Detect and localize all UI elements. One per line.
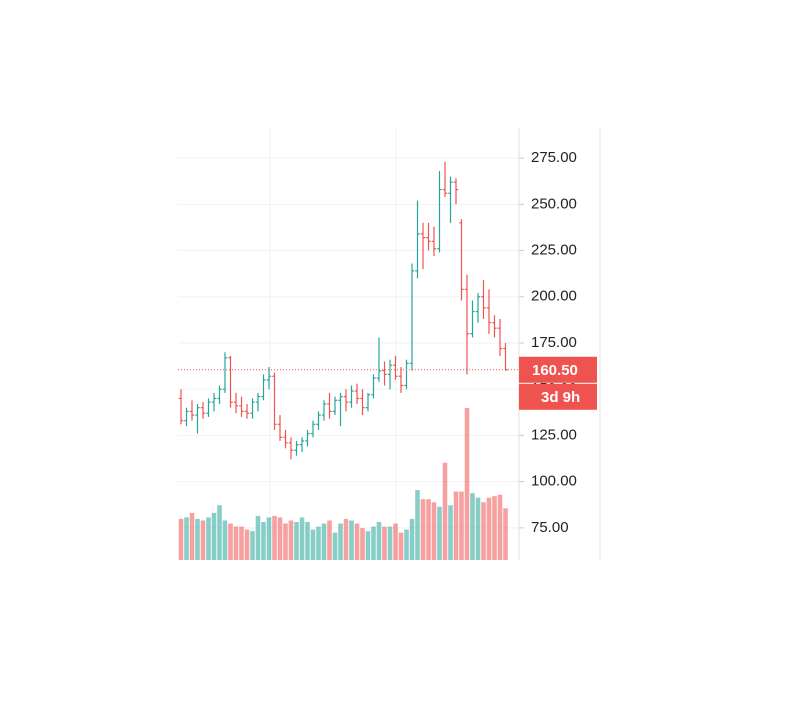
volume-bar: [398, 532, 404, 560]
volume-bar: [283, 523, 288, 560]
volume-bar: [305, 522, 310, 560]
y-tick-label: 200.00: [531, 288, 577, 305]
volume-bar: [376, 522, 382, 560]
volume-bar: [360, 528, 365, 560]
volume-bar: [233, 526, 239, 560]
volume-bar: [228, 523, 233, 560]
volume-bar: [321, 523, 327, 560]
volume-bar: [486, 497, 492, 560]
volume-bar: [442, 462, 448, 560]
volume-bar: [294, 522, 299, 560]
volume-bar: [327, 520, 332, 560]
volume-bar: [195, 518, 200, 560]
y-tick-label: 100.00: [531, 473, 577, 490]
y-tick-label: 275.00: [531, 149, 577, 166]
volume-bar: [211, 512, 217, 560]
volume-bar: [431, 502, 437, 560]
volume-bar: [277, 517, 283, 560]
volume-bar: [420, 499, 426, 560]
grid: [178, 157, 519, 529]
volume-bar: [354, 523, 360, 560]
volume-bar: [459, 491, 464, 560]
volume-bar: [481, 502, 486, 560]
volume-bar: [492, 496, 497, 560]
volume-bar: [404, 529, 409, 560]
y-tick-label: 75.00: [531, 519, 569, 536]
price-pane: [178, 161, 508, 460]
volume-bar: [250, 531, 255, 560]
volume-pane: [178, 408, 508, 560]
volume-bar: [332, 532, 338, 560]
volume-bar: [448, 505, 453, 560]
last-price-label: 160.50: [532, 362, 578, 379]
volume-bar: [206, 517, 211, 560]
volume-bar: [415, 490, 420, 560]
volume-bar: [288, 520, 294, 560]
volume-bar: [470, 493, 475, 560]
volume-bar: [255, 515, 261, 560]
volume-bar: [393, 523, 398, 560]
volume-bar: [475, 497, 481, 560]
volume-bar: [266, 517, 272, 560]
volume-bar: [178, 518, 184, 560]
volume-bar: [217, 505, 222, 560]
volume-bar: [387, 526, 393, 560]
volume-bar: [343, 518, 349, 560]
volume-bar: [200, 520, 206, 560]
volume-bar: [184, 517, 189, 560]
volume-bar: [371, 526, 376, 560]
countdown-label: 3d 9h: [541, 389, 580, 406]
volume-bar: [426, 499, 431, 560]
y-tick-label: 225.00: [531, 242, 577, 259]
volume-bar: [503, 508, 508, 560]
last-price-tag: [519, 356, 597, 383]
volume-bar: [239, 526, 244, 560]
volume-bar: [310, 529, 316, 560]
volume-bar: [497, 494, 503, 560]
volume-bar: [349, 520, 354, 560]
volume-bar: [299, 517, 305, 560]
volume-bar: [261, 522, 266, 560]
volume-bar: [464, 408, 470, 560]
countdown-tag: [519, 383, 597, 410]
volume-bar: [244, 529, 250, 560]
volume-bar: [338, 523, 343, 560]
volume-bar: [272, 515, 277, 560]
volume-bar: [453, 491, 459, 560]
volume-bar: [316, 526, 321, 560]
y-tick-label: 175.00: [531, 334, 577, 351]
volume-bar: [437, 506, 442, 560]
volume-bar: [409, 518, 415, 560]
volume-bar: [382, 526, 387, 560]
y-tick-label: 250.00: [531, 195, 577, 212]
price-axis: 75.00100.00125.00150.00175.00200.00225.0…: [178, 149, 597, 536]
volume-bar: [365, 531, 371, 560]
volume-bar: [222, 520, 228, 560]
y-tick-label: 125.00: [531, 426, 577, 443]
volume-bar: [189, 512, 195, 560]
